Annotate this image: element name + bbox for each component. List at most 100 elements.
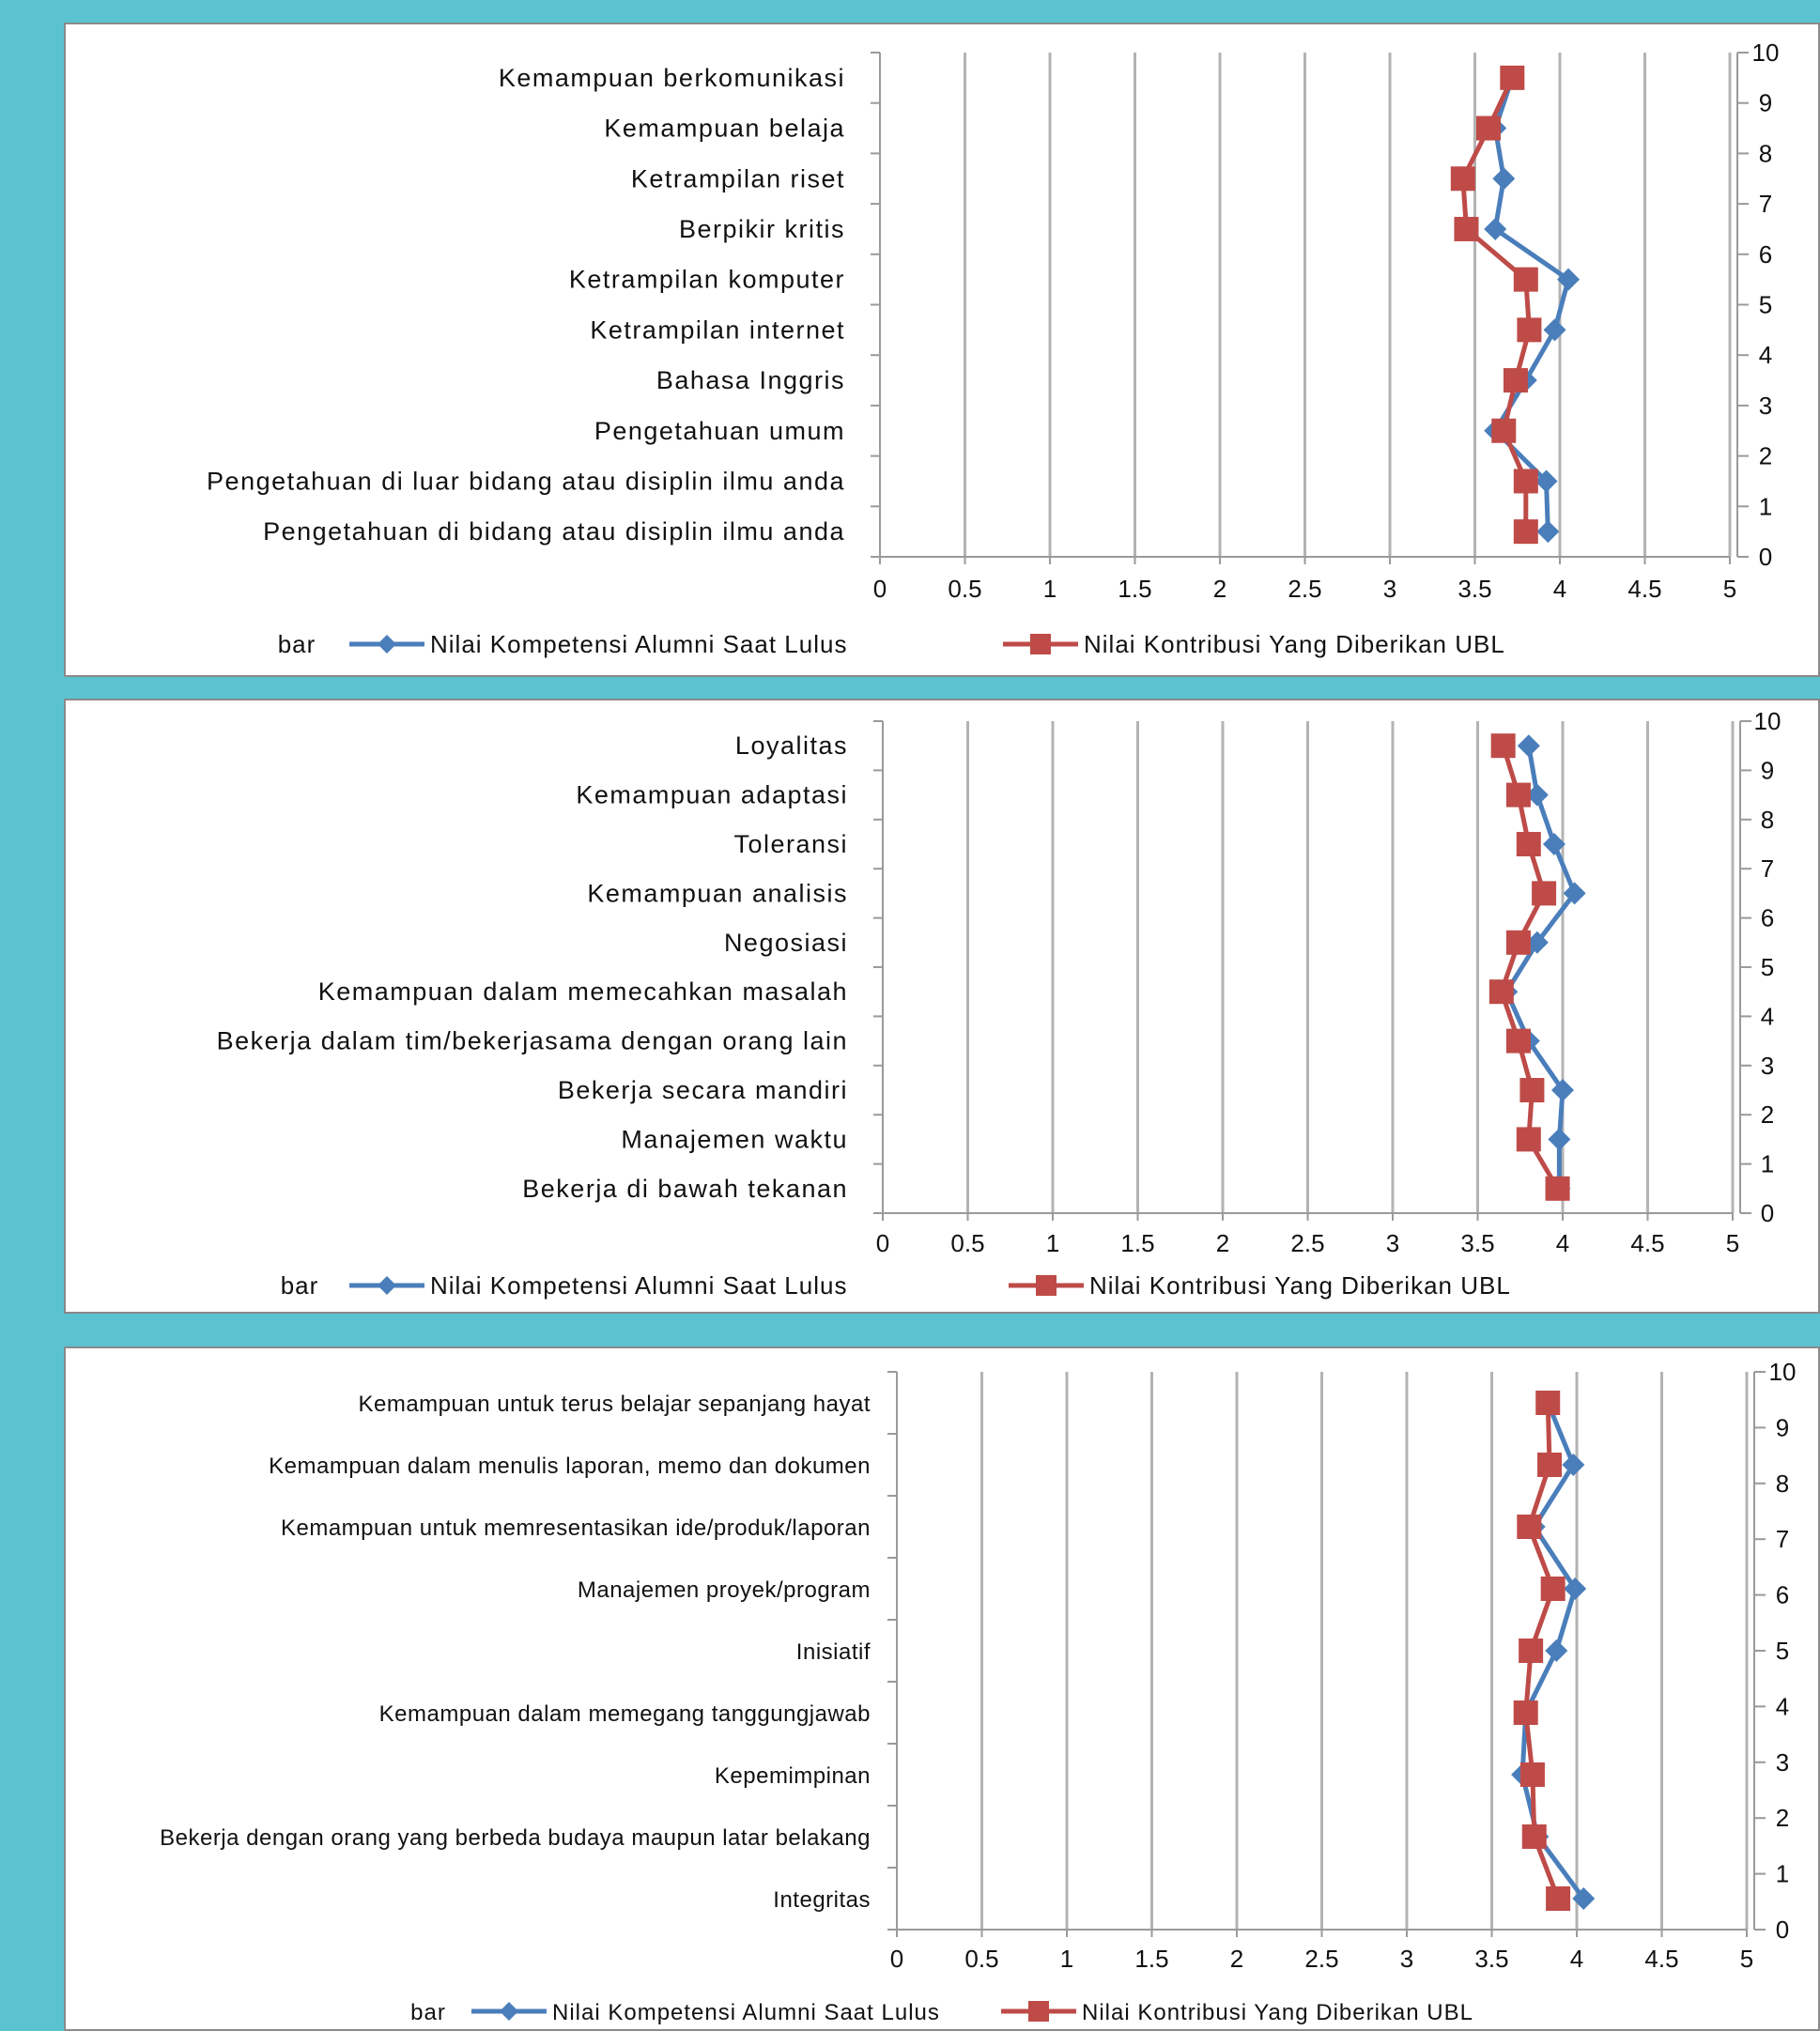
chart-1-y2-tick-label: 10 [1752,38,1780,67]
chart-1-series-1-point [1557,268,1581,291]
chart-1-category-label: Kemampuan berkomunikasi [499,64,845,92]
chart-2-category-label: Kemampuan dalam memecahkan masalah [318,977,848,1006]
chart-3-series-2-point [1513,1700,1538,1725]
chart-3-x-tick-label: 4.5 [1644,1945,1678,1973]
chart-3-y2-tick-label: 9 [1776,1413,1789,1441]
chart-3-svg: 0 0.5 1 1.5 2 2.5 3 3.5 4 4.5 5012345678910Kemampu… [160,1358,1796,2025]
chart-1-series-2-point [1454,216,1479,241]
chart-2-y2-tick-label: 4 [1761,1002,1774,1030]
chart-2-legend-swatch-marker [378,1276,396,1295]
chart-1-legend-series-2: Nilai Kontribusi Yang Diberikan UBL [1084,630,1505,658]
chart-1-x-tick-label: 0 [873,575,887,603]
chart-2-x-tick-label: 4.5 [1630,1229,1664,1257]
chart-3-category-label: Manajemen proyek/program [578,1577,871,1603]
chart-1-category-label: Berpikir kritis [679,215,845,243]
chart-2-x-tick-label: 0 [876,1229,889,1257]
chart-2-x-tick-label: 1.5 [1120,1229,1154,1257]
chart-1-y2-tick-label: 1 [1759,492,1772,520]
chart-panel-3: 0 0.5 1 1.5 2 2.5 3 3.5 4 4.5 5 0 1 2 3 4 5 6 7 8 9 10 Kemampu… [64,1346,1820,2031]
chart-3-series-2-point [1517,1515,1542,1539]
chart-1-y2-tick-label: 2 [1759,442,1772,470]
chart-2-legend-swatch-marker [1036,1275,1057,1296]
chart-1-series-2-point [1513,519,1538,545]
chart-1-series-1-point [1535,469,1558,493]
chart-1-y2-tick-label: 5 [1759,291,1772,319]
chart-1-legend-bar-label: bar [278,630,316,658]
chart-2-series-1-point [1563,882,1586,905]
chart-2-series-1-point [1548,1128,1571,1151]
chart-1-series-2-point [1500,65,1525,90]
chart-2-y2-tick-label: 1 [1761,1150,1774,1178]
chart-2-y2-tick-label: 9 [1761,756,1774,784]
chart-1-legend-swatch-marker [378,635,396,654]
chart-1-x-tick-label: 2.5 [1288,575,1321,603]
chart-1-series-2-point [1491,418,1517,443]
chart-1-series-2-point [1513,469,1538,494]
chart-3-category-label: Kepemimpinan [715,1763,871,1789]
chart-1-series-1-line [1492,77,1571,532]
chart-2-x-tick-label: 0.5 [950,1229,984,1257]
chart-1-x-tick-label: 1 [1043,575,1057,603]
chart-1-x-tick-label: 4 [1553,575,1566,603]
chart-3-y2-tick-label: 1 [1776,1860,1789,1888]
chart-2-series-2-point [1505,1028,1531,1054]
chart-1-y2-tick-label: 4 [1759,341,1772,369]
chart-3-series-2-point [1535,1391,1561,1415]
chart-3-series-1-point [1545,1639,1568,1662]
chart-1-legend-swatch-marker [1030,634,1051,654]
chart-3-category-label: Integritas [773,1887,871,1913]
chart-3-y2-tick-label: 6 [1776,1581,1789,1609]
chart-3-legend-series-2: Nilai Kontribusi Yang Diberikan UBL [1082,2000,1473,2025]
chart-2-series-1-point [1542,833,1566,855]
chart-1-x-tick-label: 0.5 [948,575,981,603]
chart-2-category-label: Toleransi [733,830,848,858]
chart-1-series-2-point [1513,267,1538,292]
chart-3-y2-tick-label: 5 [1776,1637,1789,1665]
chart-1-series-2-point [1517,317,1542,343]
chart-3-category-label: Kemampuan dalam menulis laporan, memo da… [269,1454,871,1479]
chart-3-x-tick-label: 0 [890,1945,903,1973]
chart-2-x-tick-label: 5 [1726,1229,1739,1257]
chart-1-series-2-point [1475,115,1501,141]
chart-2-series-1-point [1517,734,1540,758]
chart-2-category-label: Negosiasi [724,929,848,957]
chart-2-y2-tick-label: 5 [1761,953,1774,981]
chart-3-series-1-point [1564,1577,1587,1600]
chart-3-series-1-point [1572,1887,1596,1910]
chart-3-series-1-point [1562,1454,1585,1476]
chart-2-category-label: Kemampuan adaptasi [576,781,848,809]
chart-2-x-tick-label: 1 [1046,1229,1059,1257]
chart-1-x-tick-label: 2 [1213,575,1226,603]
chart-1-y2-tick-label: 6 [1759,240,1772,269]
chart-3-y2-tick-label: 7 [1776,1525,1789,1553]
chart-1-category-label: Ketrampilan internet [590,315,845,344]
chart-2-y2-tick-label: 7 [1761,854,1774,883]
chart-2-series-2-point [1516,1127,1541,1152]
chart-1-series-1-point [1543,318,1566,342]
chart-3-legend-bar-label: bar [410,2000,446,2025]
chart-3-legend-swatch-marker [1028,2001,1049,2022]
chart-2-series-2-point [1545,1176,1570,1201]
chart-1-y2-tick-label: 0 [1759,543,1772,571]
chart-2-y2-tick-label: 2 [1761,1100,1774,1129]
chart-1-category-label: Pengetahuan di luar bidang atau disiplin… [207,467,845,495]
chart-2-series-2-point [1519,1078,1545,1102]
chart-3-x-tick-label: 2.5 [1304,1945,1338,1973]
chart-3-series-2-point [1519,1639,1544,1663]
chart-2-series-2-point [1516,832,1541,856]
chart-1-series-2-line [1460,76,1532,532]
chart-1-svg: 0 0.5 1 1.5 2 2.5 3 3.5 4 4.5 5012345678910Kemampu… [207,38,1780,658]
chart-3-series-2-point [1537,1453,1563,1477]
chart-3-y2-tick-label: 0 [1776,1916,1789,1944]
chart-2-x-tick-label: 3 [1386,1229,1399,1257]
chart-3-y2-tick-label: 8 [1776,1469,1789,1498]
chart-2-category-label: Kemampuan analisis [587,879,848,907]
chart-2-y2-tick-label: 0 [1761,1199,1774,1227]
chart-3-category-label: Inisiatif [796,1639,871,1665]
chart-3-x-tick-label: 1 [1060,1945,1073,1973]
chart-2-x-tick-label: 3.5 [1460,1229,1494,1257]
chart-2-y2-tick-label: 3 [1761,1052,1774,1080]
chart-2-series-1-line [1504,745,1578,1189]
chart-2-series-1-point [1525,931,1549,954]
chart-2-series-1-point [1525,783,1549,807]
